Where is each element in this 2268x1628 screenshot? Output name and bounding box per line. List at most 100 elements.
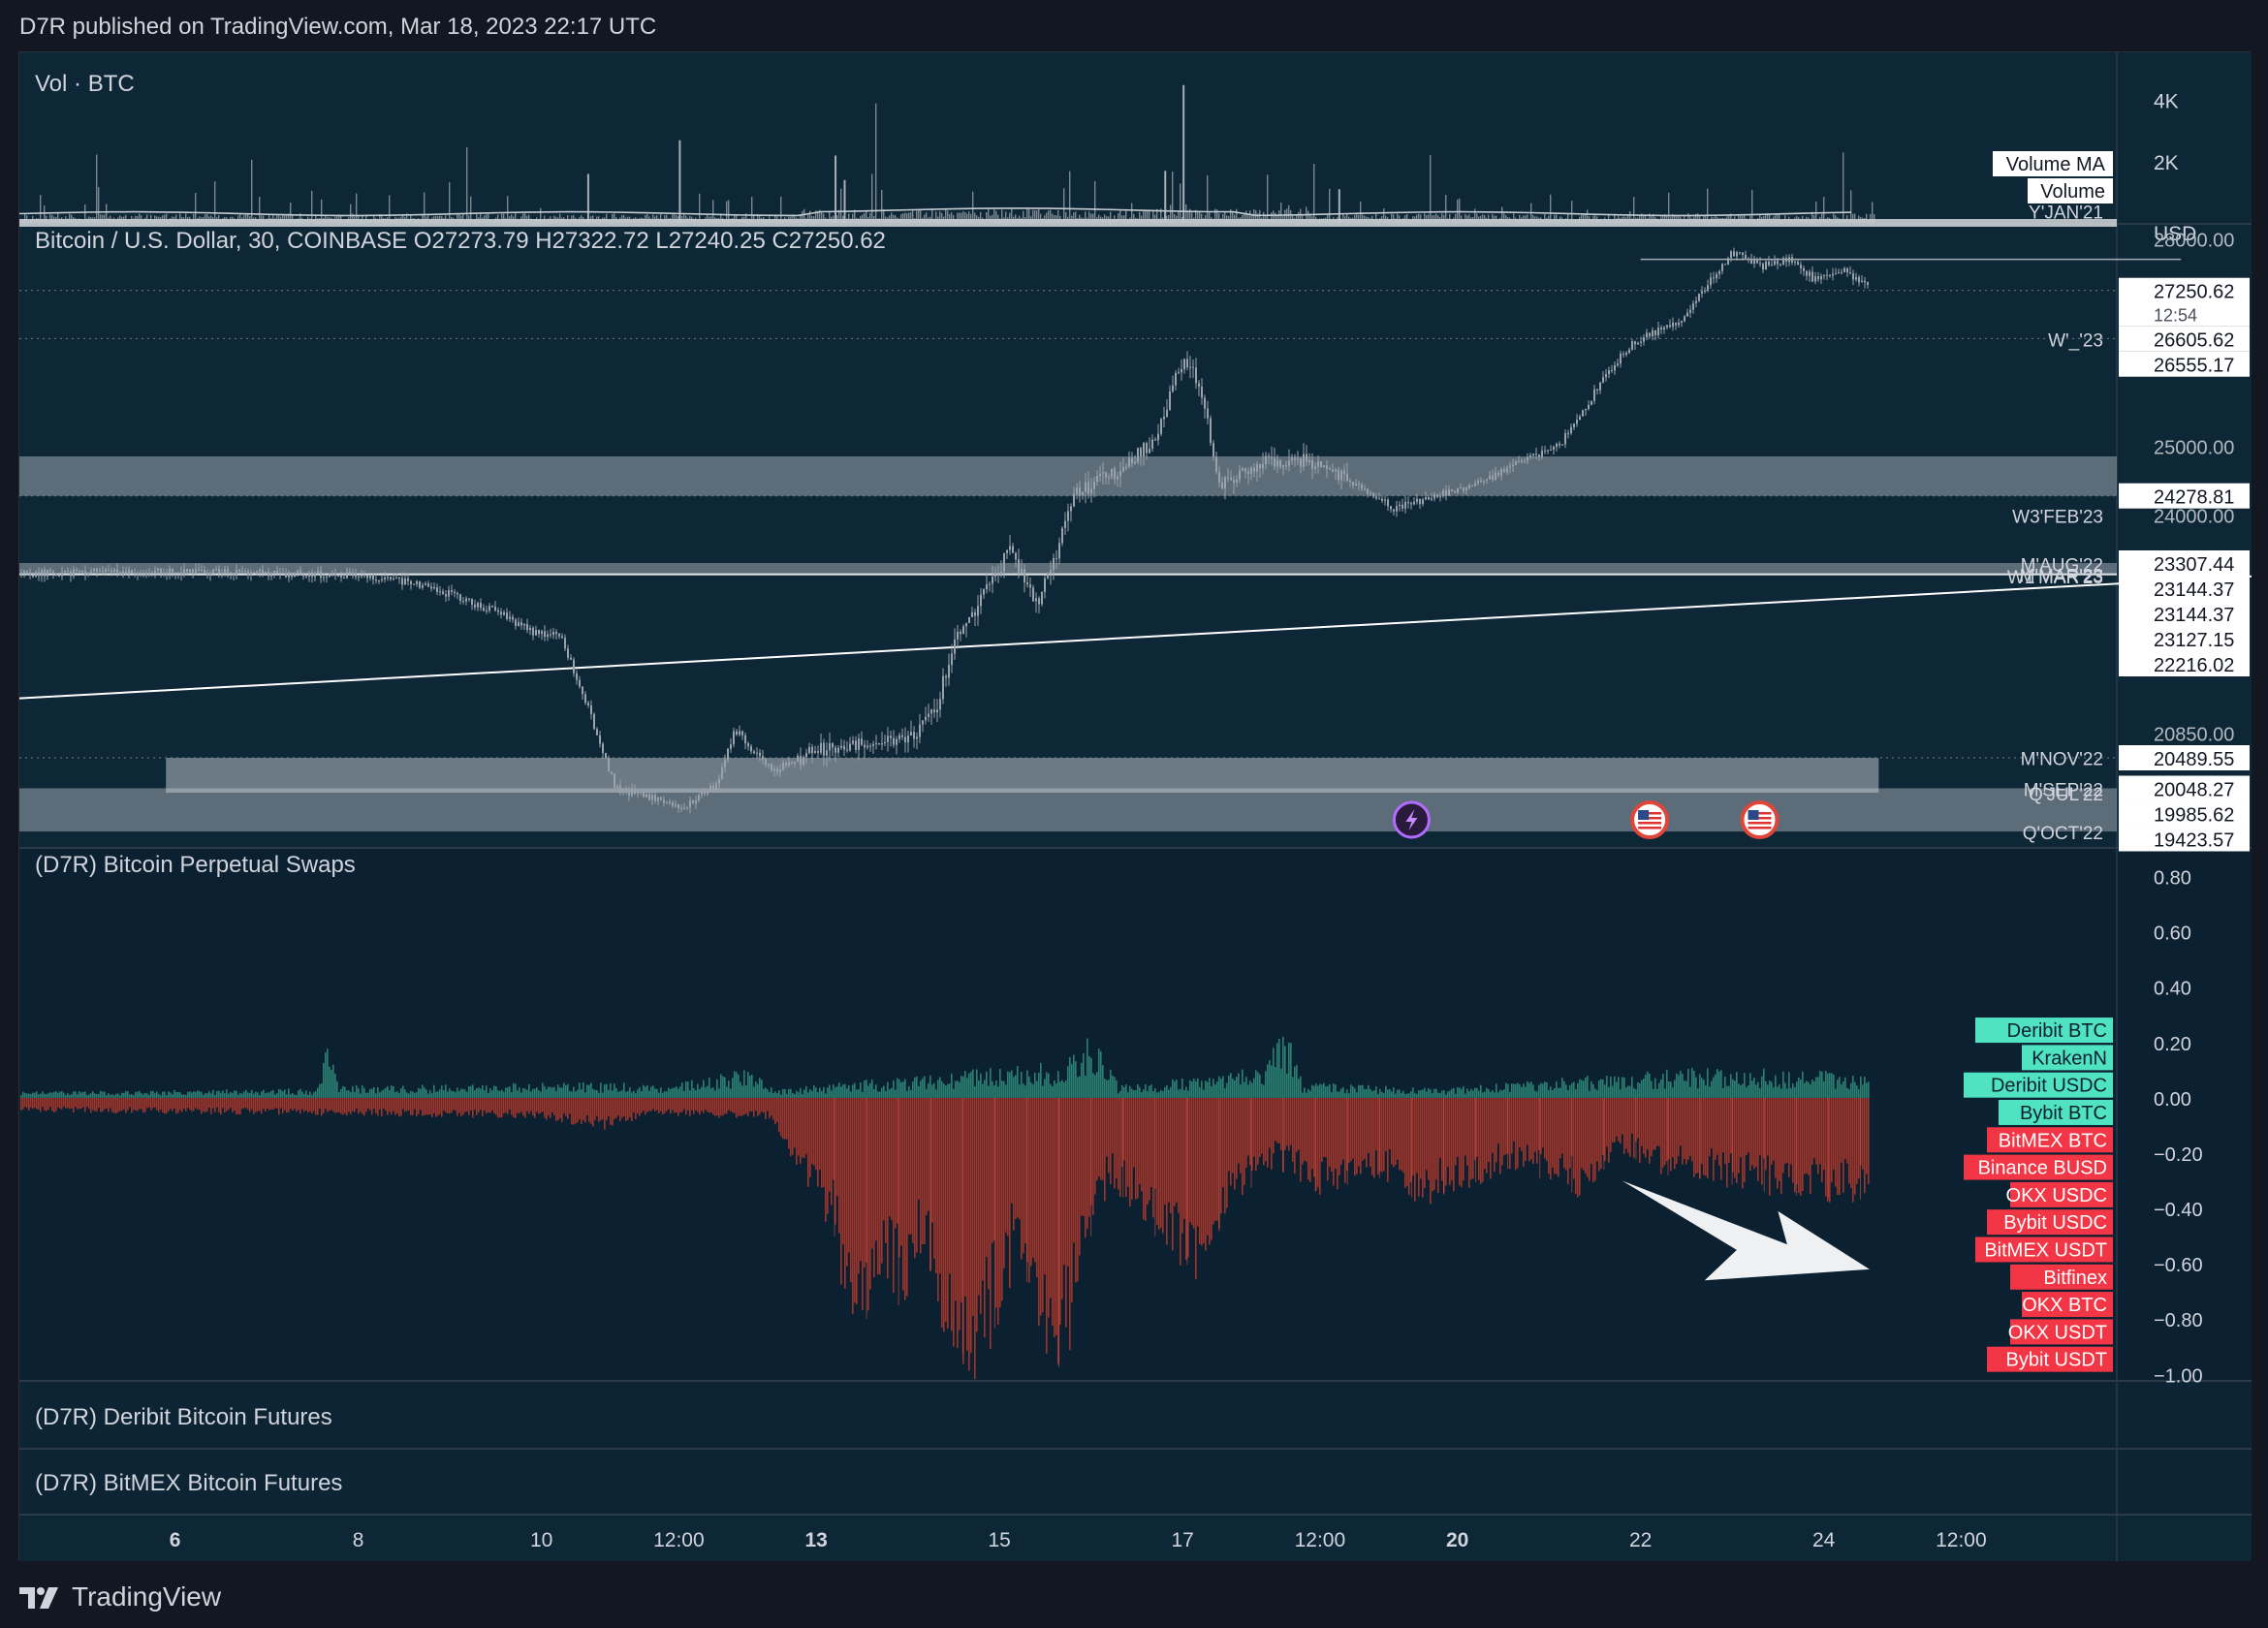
swap-positive-bar [340, 1088, 342, 1098]
swap-positive-bar [875, 1084, 877, 1098]
lightning-event-icon[interactable] [1392, 800, 1431, 839]
candle-body [1585, 409, 1587, 411]
swap-positive-bar [1244, 1081, 1245, 1098]
candle-body [1215, 456, 1217, 473]
candle-body [1710, 277, 1712, 286]
swap-negative-bar [1108, 1097, 1110, 1174]
swap-negative-bar [730, 1097, 732, 1111]
swap-negative-bar [1286, 1097, 1288, 1146]
swap-negative-bar [1866, 1097, 1868, 1174]
price-label-text: 26555.17 [2154, 356, 2234, 377]
swap-positive-bar [414, 1092, 416, 1098]
swap-negative-bar [362, 1097, 363, 1114]
swap-positive-bar [1670, 1081, 1672, 1098]
swap-legend-label: Deribit BTC [2007, 1020, 2107, 1042]
swap-negative-bar [1187, 1097, 1189, 1258]
swap-positive-bar [208, 1090, 210, 1098]
swap-positive-bar [1579, 1079, 1581, 1098]
volume-bar [356, 193, 358, 223]
volume-bar [774, 214, 776, 223]
us-flag-event-icon[interactable] [1630, 800, 1670, 839]
swap-negative-bar [1563, 1097, 1565, 1169]
swap-negative-bar [255, 1097, 257, 1112]
swap-positive-bar [1685, 1080, 1687, 1098]
candle-body [628, 791, 630, 796]
swap-positive-bar [1486, 1087, 1488, 1098]
swap-negative-bar [139, 1097, 141, 1110]
swap-positive-bar [1616, 1081, 1618, 1098]
swap-negative-bar [511, 1097, 513, 1115]
swap-positive-bar [28, 1093, 30, 1098]
candle-body [1134, 461, 1136, 464]
swap-positive-bar [352, 1085, 354, 1098]
candle-body [1509, 466, 1511, 468]
swap-negative-bar [1515, 1097, 1517, 1171]
candle-body [1340, 470, 1342, 481]
volume-bar [288, 213, 290, 223]
swap-negative-bar [1389, 1097, 1391, 1150]
candle-body [29, 572, 31, 576]
swap-positive-bar [670, 1088, 672, 1098]
candle-body [765, 759, 767, 765]
price-label-box [2119, 601, 2250, 627]
swap-negative-bar [325, 1097, 327, 1110]
volume-bar [1519, 214, 1521, 223]
volume-bar [1587, 209, 1589, 223]
price-label-text: 27250.62 [2154, 282, 2234, 303]
trendline[interactable] [18, 568, 2268, 700]
volume-bar [1428, 214, 1430, 223]
volume-bar [311, 190, 313, 223]
candle-body [1073, 493, 1075, 507]
swap-negative-bar [1478, 1097, 1480, 1180]
candle-body [1745, 254, 1747, 259]
swap-negative-bar [1527, 1097, 1528, 1145]
swap-positive-bar [771, 1087, 772, 1098]
swap-negative-bar [1232, 1097, 1234, 1174]
swap-negative-bar [961, 1097, 962, 1302]
swap-positive-bar [1439, 1092, 1441, 1098]
us-flag-event-icon[interactable] [1740, 800, 1780, 839]
volume-bar [292, 214, 294, 223]
swap-negative-bar [1532, 1097, 1534, 1165]
swap-positive-bar [1751, 1080, 1753, 1098]
swap-negative-bar [1813, 1097, 1815, 1159]
swap-positive-bar [1505, 1082, 1507, 1098]
swap-positive-bar [398, 1093, 400, 1098]
swap-positive-bar [536, 1087, 538, 1098]
swap-positive-bar [612, 1090, 614, 1098]
candle-body [1544, 450, 1546, 452]
swap-positive-bar [926, 1088, 928, 1098]
swap-positive-bar [288, 1088, 290, 1098]
arrow-annotation[interactable] [1622, 1180, 1870, 1281]
swap-negative-bar [524, 1097, 526, 1118]
swap-negative-bar [96, 1097, 98, 1111]
candle-body [26, 571, 28, 573]
swap-negative-bar [1271, 1097, 1273, 1170]
swap-negative-bar [332, 1097, 334, 1111]
swap-positive-bar [1777, 1086, 1779, 1098]
swap-positive-bar [1771, 1081, 1773, 1098]
price-scale-label: 23307.44 [2119, 550, 2250, 577]
volume-bar [646, 213, 648, 223]
swap-negative-bar [920, 1097, 922, 1254]
candle-body [1343, 470, 1345, 475]
candle-body [1506, 467, 1508, 473]
candle-body [1666, 325, 1668, 328]
volume-bar [1850, 190, 1852, 223]
swap-negative-bar [1149, 1097, 1150, 1201]
volume-bar [1492, 213, 1494, 223]
swap-positive-bar [594, 1089, 596, 1098]
swap-negative-bar [381, 1097, 383, 1116]
swap-negative-bar [1765, 1097, 1767, 1171]
swap-negative-bar [1577, 1097, 1579, 1198]
swap-positive-bar [168, 1091, 170, 1098]
swap-negative-bar [1592, 1097, 1594, 1183]
volume-bar [1833, 213, 1835, 223]
candle-body [422, 584, 424, 588]
swap-positive-bar [551, 1087, 553, 1098]
swap-negative-bar [1585, 1097, 1587, 1174]
candle-body [890, 736, 892, 738]
volume-bar [1247, 213, 1249, 223]
support-resistance-zone [19, 563, 2117, 576]
